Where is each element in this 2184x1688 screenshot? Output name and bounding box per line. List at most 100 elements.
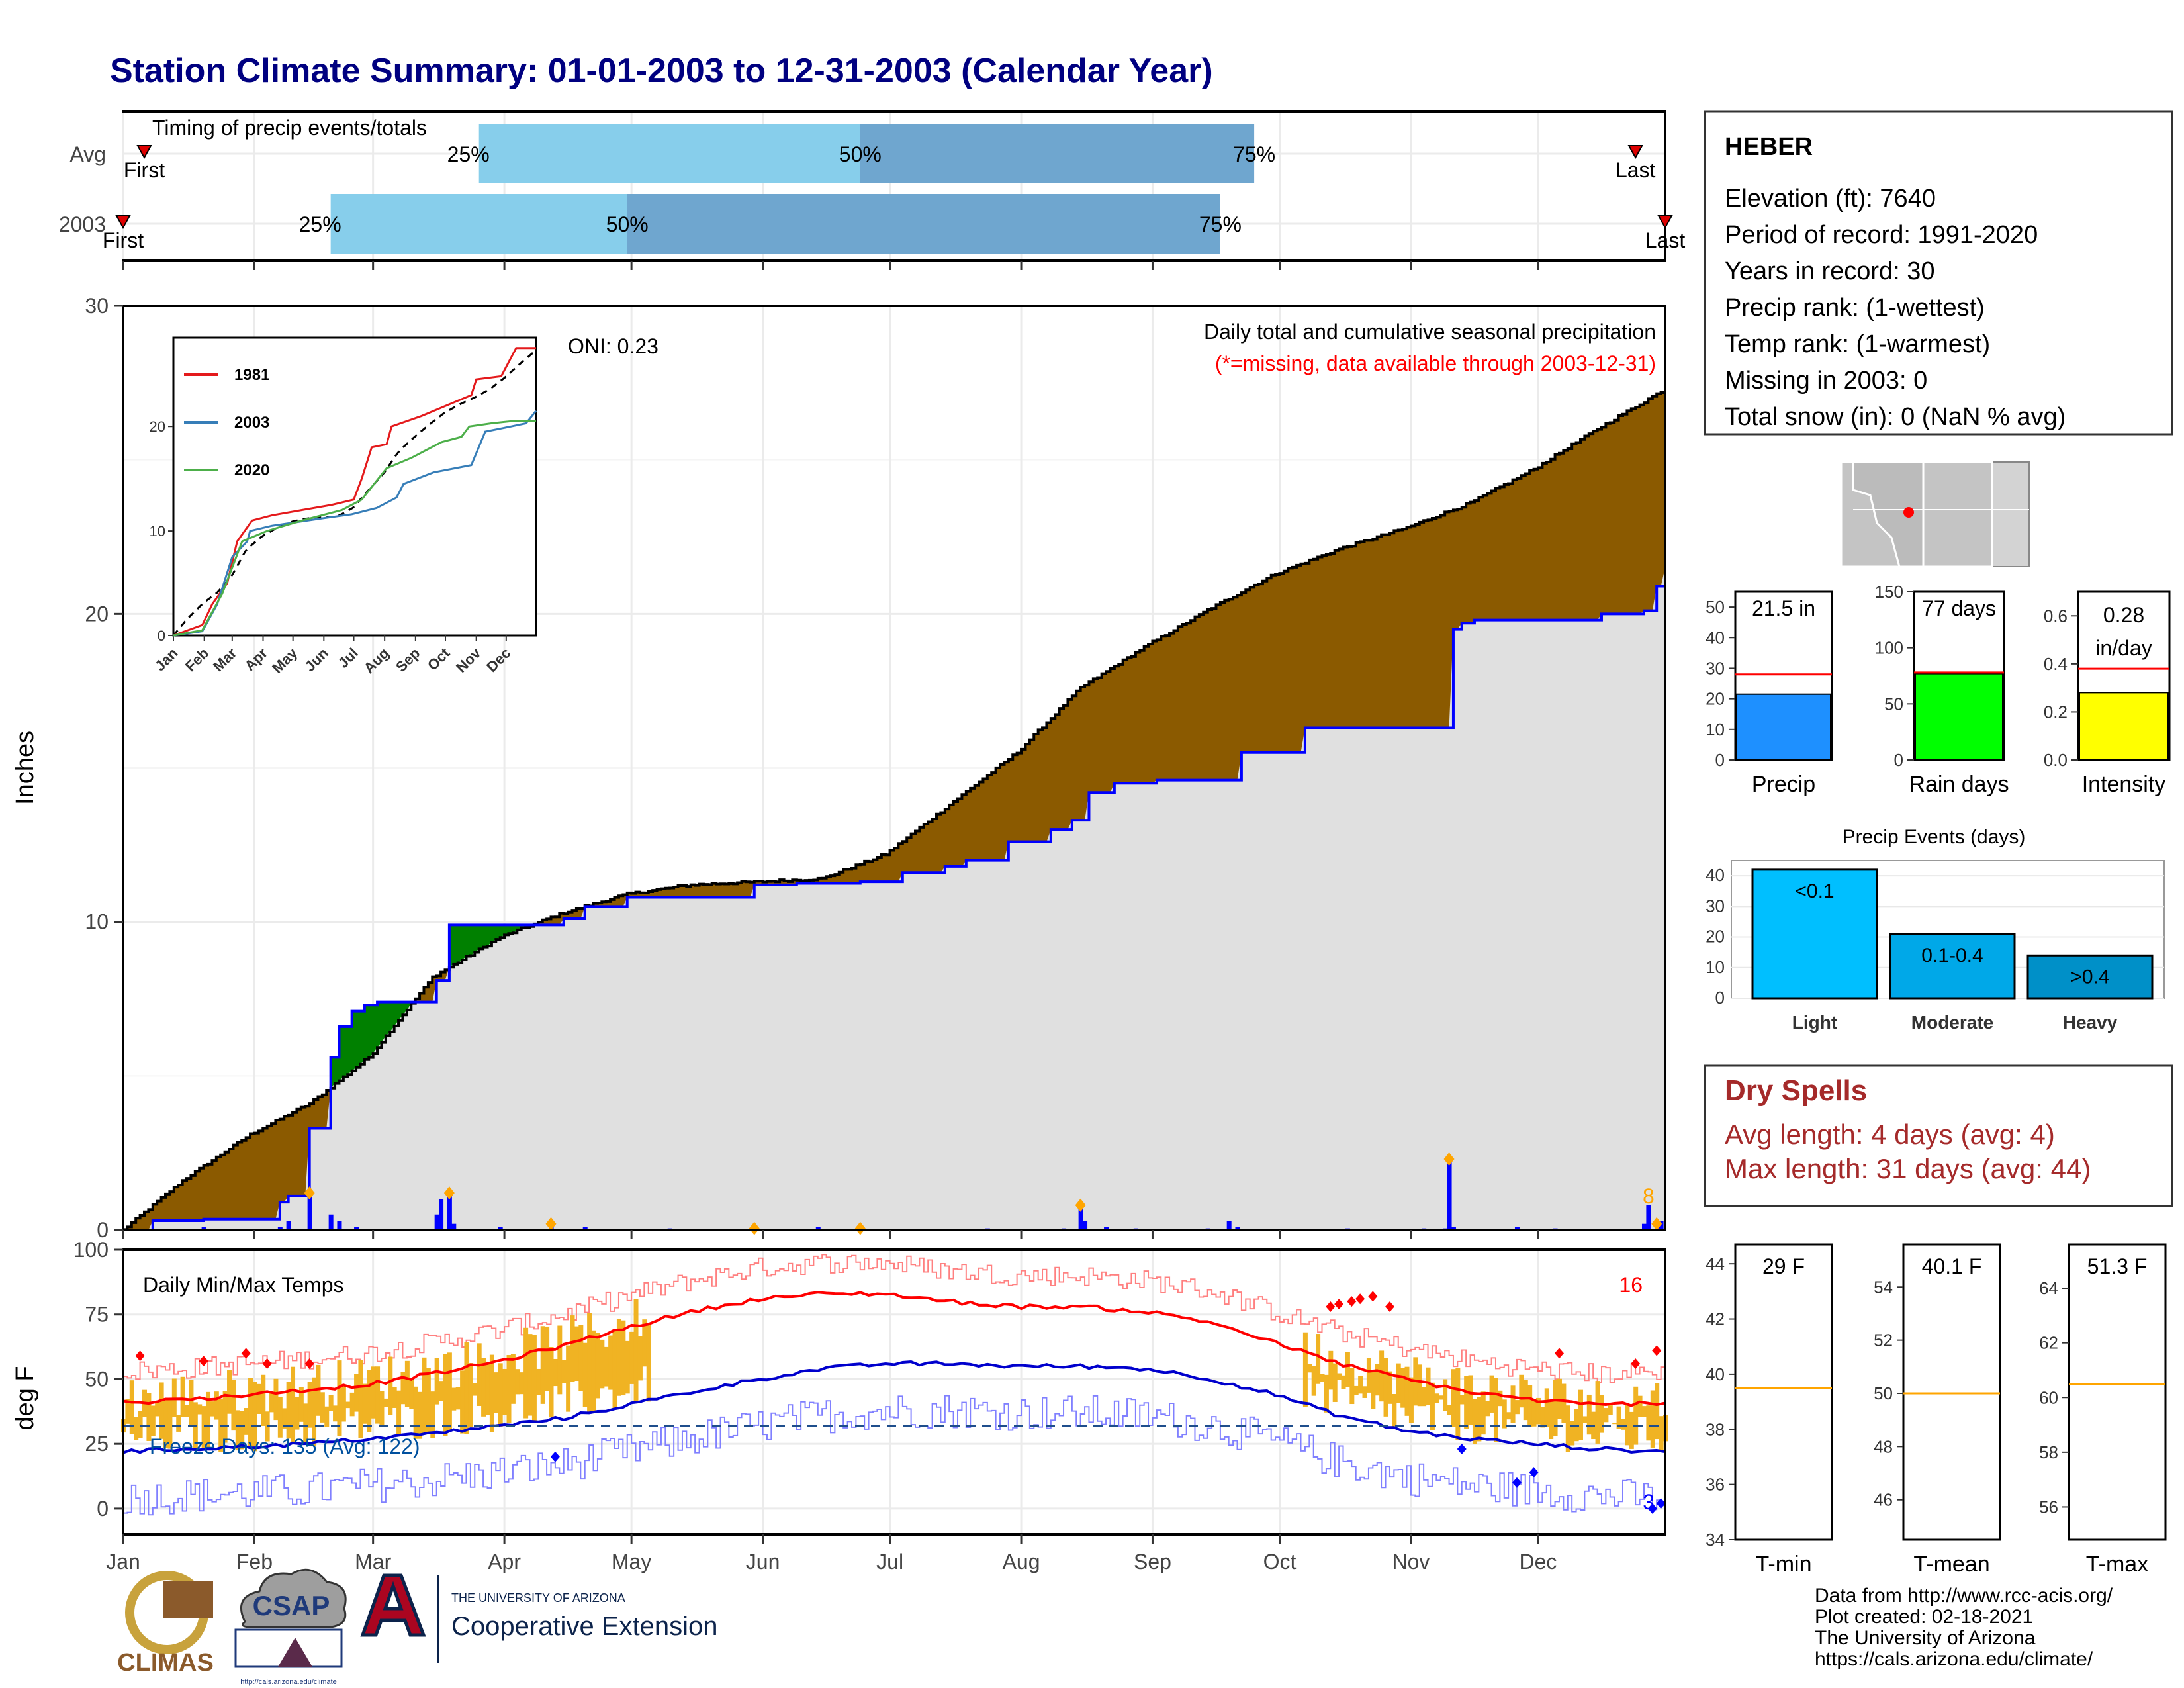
record-low-marker — [1457, 1444, 1467, 1454]
csap-text: CSAP — [253, 1590, 330, 1621]
temp-gauge-value: 51.3 F — [2087, 1254, 2148, 1278]
daily-temp-bar — [400, 1372, 406, 1405]
events-bar-label: >0.4 — [2070, 966, 2109, 988]
daily-temp-bar — [481, 1358, 486, 1417]
daily-temp-bar — [1650, 1390, 1655, 1448]
timing-pct75-label: 75% — [1233, 142, 1275, 166]
daily-temp-bar — [1400, 1368, 1406, 1408]
daily-temp-bar — [591, 1330, 596, 1411]
daily-temp-bar — [1646, 1405, 1651, 1441]
daily-temp-bar — [1320, 1374, 1325, 1382]
daily-temp-bar — [451, 1387, 457, 1411]
daily-max-marker — [854, 1221, 866, 1235]
daily-precip-bar — [354, 1227, 359, 1230]
gauge-tick-label: 100 — [1875, 638, 1903, 658]
temp-y-tick-label: 75 — [85, 1303, 109, 1327]
timing-bar-q1 — [478, 124, 860, 183]
daily-temp-bar — [1637, 1395, 1643, 1417]
daily-temp-bar — [1316, 1334, 1321, 1384]
precip-y-ticks: 0 10 20 30 — [85, 294, 123, 1242]
csap-url: http://cals.arizona.edu/climate — [240, 1678, 337, 1686]
inset-y-tick-label: 10 — [150, 523, 165, 539]
csap-mountain-icon — [278, 1638, 312, 1667]
daily-temp-bar — [540, 1326, 545, 1404]
freeze-days-label: Freeze Days: 135 (Avg: 122) — [150, 1434, 420, 1458]
temp-gauge-value: 29 F — [1762, 1254, 1805, 1278]
daily-temp-bar — [616, 1319, 621, 1396]
gauge-tick-label: 0.6 — [2044, 606, 2068, 626]
inset-legend-label: 1981 — [234, 366, 269, 384]
daily-temp-bar — [1544, 1388, 1549, 1428]
daily-max-marker — [1443, 1152, 1455, 1166]
daily-temp-bar — [1531, 1399, 1537, 1427]
daily-temp-bar — [1633, 1386, 1639, 1445]
daily-temp-bar — [1586, 1394, 1592, 1435]
temp-y-ticks: 0 25 50 75 100 — [73, 1238, 123, 1521]
daily-temp-bar — [1557, 1378, 1562, 1419]
gauge-tick-label: 0.0 — [2044, 750, 2068, 770]
temp-gauge-tick-label: 40 — [1706, 1364, 1725, 1384]
daily-temp-bar — [637, 1336, 643, 1381]
avg-max-line — [122, 1291, 1666, 1407]
timing-pct75-label: 75% — [1199, 212, 1242, 236]
daily-precip-bar — [1078, 1205, 1083, 1230]
daily-precip-bar — [447, 1193, 452, 1230]
daily-temp-bar — [506, 1355, 512, 1423]
daily-precip-bar — [1083, 1221, 1088, 1230]
month-tick-label: Aug — [1003, 1550, 1040, 1573]
precip-y-label: Inches — [11, 731, 39, 805]
footer-credits: Data from http://www.rcc-acis.org/ Plot … — [1815, 1585, 2113, 1670]
daily-temp-bar — [1604, 1408, 1609, 1423]
record-high-marker — [1334, 1299, 1344, 1310]
daily-temp-bar — [159, 1382, 164, 1439]
daily-precip-bar — [582, 1227, 588, 1230]
daily-temp-bar — [362, 1383, 367, 1424]
daily-temp-bar — [269, 1392, 275, 1413]
daily-precip-bar — [1447, 1158, 1452, 1230]
daily-temp-bar — [1358, 1376, 1363, 1394]
daily-temp-bar — [163, 1399, 169, 1448]
daily-temp-bar — [413, 1386, 418, 1439]
daily-temp-bar — [295, 1397, 300, 1430]
daily-temp-bar — [473, 1383, 478, 1396]
station-info-line: Years in record: 30 — [1725, 258, 1935, 285]
daily-max-marker — [443, 1186, 455, 1200]
daily-temp-bar — [1371, 1371, 1376, 1409]
gauge-value-bar — [1736, 693, 1831, 761]
daily-temp-bar — [320, 1392, 325, 1423]
temp-gauge-tick-label: 54 — [1874, 1277, 1893, 1297]
month-tick-label: Apr — [488, 1550, 521, 1573]
events-tick-label: 10 — [1706, 957, 1725, 977]
daily-temp-bar — [1485, 1401, 1490, 1417]
last-event-label: Last — [1615, 158, 1656, 182]
gauge-value-bar — [2079, 692, 2169, 761]
daily-temp-bar — [553, 1358, 558, 1387]
station-info-line: Temp rank: (1-warmest) — [1725, 330, 1990, 358]
daily-temp-bar — [545, 1326, 550, 1391]
dry-spells-title: Dry Spells — [1725, 1074, 1867, 1107]
daily-temp-bar — [1353, 1385, 1359, 1395]
daily-temp-bar — [404, 1360, 410, 1407]
temp-gauge-tick-label: 46 — [1874, 1490, 1893, 1510]
daily-temp-bar — [570, 1315, 575, 1382]
daily-temp-bar — [333, 1405, 338, 1422]
record-high-marker — [304, 1358, 314, 1369]
daily-temp-bar — [1379, 1350, 1385, 1402]
daily-temp-bar — [129, 1380, 134, 1434]
daily-temp-bar — [210, 1401, 215, 1417]
timing-row-label-year: 2003 — [59, 212, 106, 236]
events-bar-label: 0.1-0.4 — [1921, 945, 1983, 966]
daily-temp-bar — [1464, 1376, 1469, 1429]
daily-temp-bar — [324, 1406, 330, 1427]
daily-max-marker — [1075, 1198, 1086, 1212]
daily-temp-bar — [1582, 1416, 1588, 1423]
temp-panel: Daily Min/Max Temps 16 3 Freeze Days: 13… — [11, 1230, 1668, 1573]
temp-plot — [121, 1254, 1668, 1516]
daily-temp-bar — [1561, 1383, 1567, 1423]
daily-temp-bar — [1629, 1411, 1634, 1449]
first-event-marker — [136, 145, 152, 160]
daily-temp-bar — [477, 1343, 482, 1406]
gauge-value-bar — [1915, 673, 2003, 761]
csap-logo: CSAP http://cals.arizona.edu/climate — [234, 1568, 347, 1686]
